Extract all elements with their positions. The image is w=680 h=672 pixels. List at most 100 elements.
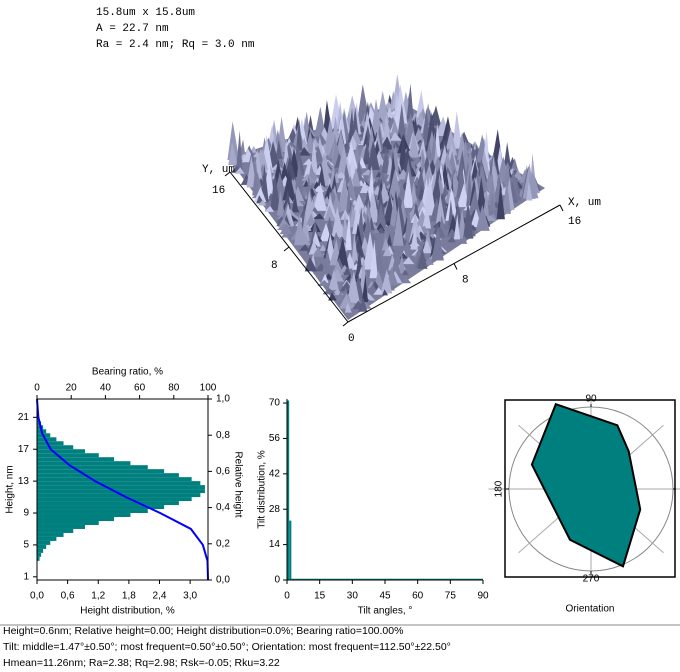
y-tick-label: 9 <box>23 508 29 519</box>
y-tick-label: 8 <box>271 260 278 272</box>
bar <box>37 453 99 458</box>
x-tick-label: 0,6 <box>61 591 75 602</box>
surface-spike <box>453 213 461 240</box>
surface-spike <box>392 205 404 246</box>
surface-spike <box>330 231 344 250</box>
surface-spike <box>503 161 511 185</box>
surface-spike <box>489 192 497 211</box>
y2-tick-label: 0,0 <box>216 575 230 586</box>
surface-spike <box>382 289 389 296</box>
surface-spike <box>444 127 458 156</box>
surface-spike <box>422 176 437 216</box>
surface-spike <box>390 131 402 141</box>
bar <box>37 544 47 549</box>
surface-spike <box>487 172 497 206</box>
bar <box>37 505 165 510</box>
surface-spike <box>299 244 310 251</box>
surface-spike <box>425 140 433 161</box>
surface-spike <box>433 226 446 238</box>
surface-spike <box>321 256 330 275</box>
surface-spike <box>371 180 379 188</box>
surface-spike <box>430 105 442 126</box>
surface-spike <box>298 146 311 156</box>
bar <box>37 528 74 533</box>
x-tick-label: 2,4 <box>153 591 167 602</box>
x2-tick-label: 20 <box>66 383 78 394</box>
surface-spike <box>294 158 304 198</box>
bar <box>37 513 131 518</box>
bar <box>37 517 115 521</box>
surface-spike <box>252 161 259 196</box>
surface-spike <box>422 204 432 229</box>
surface-spike <box>401 145 414 177</box>
x-axis-label: Orientation <box>566 604 615 615</box>
y-tick <box>342 321 349 327</box>
surface-spike <box>380 145 391 154</box>
y-tick-label: 21 <box>18 412 30 423</box>
x-tick <box>453 263 458 270</box>
charts: 0,0 0,6 1,2 1,8 2,4 3,00 20 40 60 80 1001591317210… <box>5 367 680 617</box>
bar <box>37 524 85 529</box>
bar <box>37 497 192 502</box>
surface-spike <box>362 214 375 243</box>
y-tick-label: 13 <box>18 476 30 487</box>
y-tick-label: 70 <box>269 398 281 409</box>
surface-spike <box>382 245 392 257</box>
surface-spike <box>352 193 367 212</box>
surface-spike <box>311 247 324 257</box>
surface-spike <box>347 107 355 143</box>
bar <box>291 578 483 580</box>
surface-spike <box>279 223 292 235</box>
surface-spike <box>362 138 371 165</box>
surface-spike <box>314 106 326 137</box>
surface-spike <box>312 213 325 220</box>
surface-spike <box>331 193 343 213</box>
x-tick-label: 16 <box>568 216 581 228</box>
x-tick-label: 1,8 <box>122 591 136 602</box>
surface-spike <box>358 297 368 312</box>
bar <box>37 489 205 494</box>
angle-tick-label: 90 <box>585 394 597 405</box>
surface-spike <box>359 180 370 193</box>
angle-tick-label: 270 <box>583 574 600 585</box>
surface-spike <box>270 172 281 211</box>
x-tick-label: 45 <box>379 591 391 602</box>
y-tick <box>224 171 231 177</box>
surface-spike <box>320 273 329 284</box>
surface-spike <box>344 302 352 313</box>
x-tick-label: 75 <box>445 591 457 602</box>
surface-spike <box>452 111 463 149</box>
x-axis-label: Height distribution, % <box>80 606 175 617</box>
surface-spike <box>331 206 344 237</box>
surface-spike <box>315 133 328 144</box>
surface-spike <box>275 139 283 160</box>
y-tick-label: 28 <box>269 504 281 515</box>
bar <box>37 536 57 541</box>
surface-spike <box>526 180 533 201</box>
bar <box>37 469 165 474</box>
bar <box>37 457 115 462</box>
angle-tick-label: 180 <box>494 480 505 497</box>
status-line: Tilt: middle=1.47°±0.50°; most frequent=… <box>3 641 451 653</box>
surface-spike <box>373 286 384 295</box>
surface-spike <box>401 269 409 276</box>
surface-spike <box>300 137 309 152</box>
x-axis-label: Tilt angles, ° <box>358 606 413 617</box>
bar <box>37 477 192 482</box>
x2-tick-label: 100 <box>200 383 217 394</box>
surface-plot: 8 16 0 8 16 X, um Y, um <box>202 73 601 345</box>
y-axis-label: Height, nm <box>5 465 16 513</box>
header-line: Ra = 2.4 nm; Rq = 3.0 nm <box>96 39 255 51</box>
surface-spike <box>431 170 442 206</box>
surface-spike <box>375 202 387 228</box>
surface-spike <box>496 182 505 220</box>
x-tick-label: 0,0 <box>30 591 44 602</box>
surface-spike <box>380 269 393 294</box>
surface-spike <box>447 236 456 243</box>
surface-spike <box>365 283 378 294</box>
surface-spike <box>324 205 336 221</box>
x-tick <box>559 204 564 212</box>
surface-spike <box>257 148 268 170</box>
bar <box>289 520 292 580</box>
